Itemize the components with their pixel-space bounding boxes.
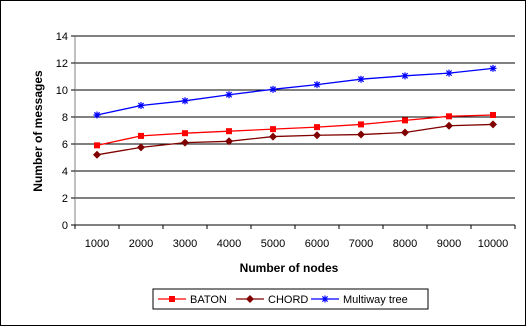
x-tick-label: 10000 [478,238,509,250]
x-tick-label: 2000 [129,238,153,250]
series-multiway-tree [93,64,497,119]
legend: BATON CHORD Multiway tree [152,288,429,310]
legend-label: CHORD [268,294,308,306]
data-point-chord [401,128,409,137]
data-point-baton [226,128,232,135]
data-point-multiway-tree [269,85,277,93]
data-point-multiway-tree [225,91,233,99]
x-tick-label: 8000 [393,238,417,250]
legend-item-chord: CHORD [236,294,308,306]
series-line-chord [96,123,494,156]
data-point-baton [270,126,276,133]
y-tick-label: 14 [56,31,68,43]
y-axis-title: Number of messages [31,70,45,192]
legend-marker [246,295,254,303]
series-group [93,64,497,159]
data-point-baton [314,124,320,131]
x-tick-label: 5000 [261,238,285,250]
legend-box [152,288,429,310]
data-point-multiway-tree [137,102,145,110]
x-axis-title: Number of nodes [240,261,339,275]
data-point-chord [93,150,101,159]
data-point-multiway-tree [313,81,321,89]
data-point-chord [445,121,453,130]
data-point-chord [489,120,497,129]
series-line-baton [96,114,494,146]
x-tick-label: 6000 [305,238,329,250]
data-point-chord [269,132,277,141]
x-tick-label: 7000 [349,238,373,250]
series-baton [94,111,496,149]
legend-label: Multiway tree [343,294,408,306]
data-point-baton [182,130,188,137]
gridlines [75,35,515,199]
data-point-multiway-tree [93,111,101,119]
legend-marker [321,295,329,303]
legend-item-multiway-tree: Multiway tree [311,294,408,306]
legend-label: BATON [190,294,227,306]
y-tick-label: 4 [62,166,68,178]
data-point-chord [313,131,321,140]
y-tick-label: 0 [62,220,68,232]
data-point-chord [225,137,233,146]
y-tick-label: 12 [56,58,68,70]
data-point-baton [138,132,144,139]
data-point-baton [358,121,364,128]
x-tick-label: 4000 [217,238,241,250]
y-tick-label: 6 [62,139,68,151]
legend-marker [169,296,175,302]
plot-area [75,36,515,225]
series-chord [93,120,497,159]
y-tick-label: 2 [62,193,68,205]
data-point-chord [137,143,145,152]
data-point-chord [357,130,365,139]
x-tick-labels: 1000 2000 3000 4000 5000 6000 7000 8000 9000 1000… [74,225,516,250]
data-point-multiway-tree [401,72,409,80]
legend-item-baton: BATON [158,294,227,306]
data-point-baton [490,111,496,118]
data-point-baton [446,113,452,120]
data-point-multiway-tree [181,97,189,105]
data-point-multiway-tree [489,64,497,72]
y-tick-label: 8 [62,112,68,124]
y-tick-label: 10 [56,85,68,97]
y-tick-labels: 0 2 4 6 8 10 12 14 [56,31,75,232]
data-point-multiway-tree [357,75,365,83]
x-tick-label: 1000 [85,238,109,250]
data-point-baton [94,142,100,149]
data-point-baton [402,117,408,124]
x-tick-label: 9000 [437,238,461,250]
data-point-chord [181,138,189,147]
series-line-multiway-tree [96,67,494,116]
x-tick-label: 3000 [173,238,197,250]
data-point-multiway-tree [445,69,453,77]
